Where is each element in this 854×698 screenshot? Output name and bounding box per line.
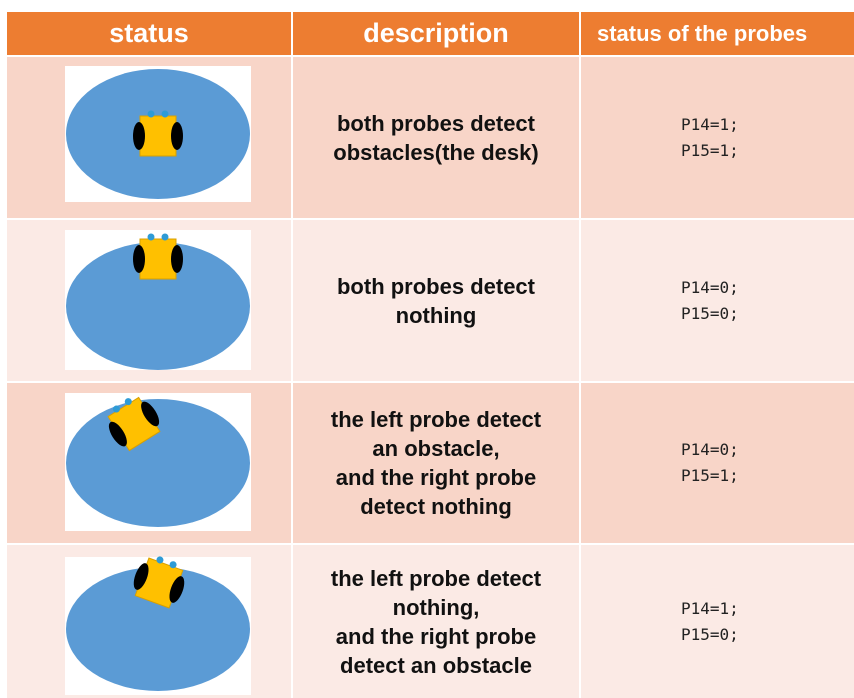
text-line: and the right probe: [335, 623, 537, 649]
text-line: P15=1;: [681, 140, 739, 160]
text-line: P14=1;: [681, 114, 739, 134]
text-line: P15=1;: [681, 466, 739, 485]
header-cell: description: [293, 12, 579, 55]
status-image: [65, 66, 251, 202]
probe-cell: P14=1; P15=0;: [581, 545, 854, 698]
header-cell: status of the probes: [581, 12, 854, 55]
text-line: nothing,: [392, 594, 480, 620]
text-line: nothing: [395, 302, 477, 328]
text-line: P15=0;: [681, 624, 739, 644]
text-line: obstacles(the desk): [333, 139, 539, 165]
text-line: P14=1;: [681, 598, 739, 618]
text-line: P15=0;: [681, 303, 739, 323]
description-cell: the left probe detect an obstacle, and the…: [293, 383, 579, 543]
text-line: P14=0;: [681, 277, 739, 297]
text-line: detect nothing: [360, 494, 512, 519]
probe-cell: P14=1; P15=1;: [581, 57, 854, 218]
text-line: detect an obstacle: [340, 652, 532, 678]
text-line: the left probe detect: [330, 407, 542, 432]
description-cell: the left probe detect nothing, and the rig…: [293, 545, 579, 698]
probe-cell: P14=0; P15=0;: [581, 220, 854, 381]
text-line: P14=0;: [681, 440, 739, 459]
description-cell: both probes detect nothing: [293, 220, 579, 381]
text-line: both probes detect: [336, 110, 535, 136]
status-image: [65, 388, 251, 531]
text-line: an obstacle,: [372, 436, 500, 461]
status-image: [65, 549, 251, 695]
probe-cell: P14=0; P15=1;: [581, 383, 854, 543]
text-line: and the right probe: [335, 465, 537, 490]
text-line: the left probe detect: [330, 565, 542, 591]
text-line: both probes detect: [336, 273, 535, 299]
header-cell: status: [7, 12, 291, 55]
description-cell: both probes detect obstacles(the desk): [293, 57, 579, 218]
status-image: [65, 230, 251, 370]
